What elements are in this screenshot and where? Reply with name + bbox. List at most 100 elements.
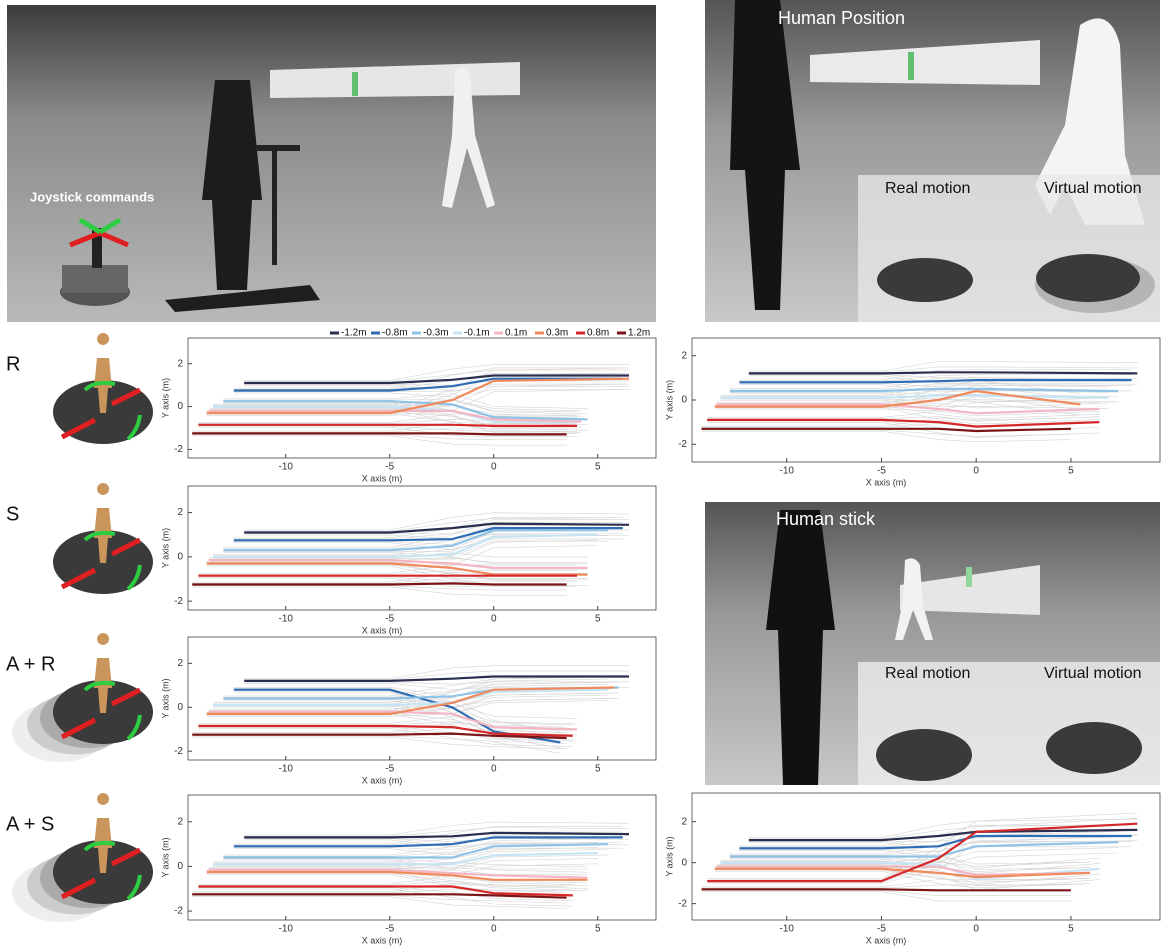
y-tick-label: 2 (177, 358, 183, 369)
x-axis-label: X axis (m) (866, 935, 907, 945)
trajectory-line (192, 893, 567, 899)
x-axis-label: X axis (m) (362, 935, 403, 945)
trajectory-line (701, 888, 1071, 892)
photo-caption: Real motion (885, 180, 970, 197)
background-trace (192, 434, 567, 441)
photo-position: Human Position Real motion Virtual motio… (705, 0, 1160, 322)
y-tick-label: 2 (681, 816, 687, 827)
legend-label: -0.1m (464, 328, 490, 339)
legend-label: 1.2m (628, 328, 650, 339)
x-tick-label: 0 (973, 924, 979, 935)
background-trace (198, 728, 573, 747)
y-axis-label: Y axis (m) (664, 380, 674, 420)
background-trace (233, 842, 623, 850)
x-tick-label: -5 (385, 462, 394, 473)
x-tick-label: 5 (595, 614, 601, 625)
trajectory-line (208, 559, 588, 569)
background-trace (244, 821, 630, 836)
background-trace (714, 401, 1081, 416)
background-trace (233, 538, 623, 551)
x-tick-label: -10 (780, 924, 795, 935)
x-tick-label: -10 (279, 924, 294, 935)
background-trace (701, 417, 1071, 427)
background-trace (739, 374, 1132, 382)
trajectory-line (206, 562, 588, 576)
trajectory-line (244, 831, 630, 839)
y-axis-label: Y axis (m) (160, 678, 170, 718)
trajectory-line (244, 522, 630, 534)
trajectory-line (244, 374, 629, 385)
trajectory-line (198, 724, 573, 737)
x-tick-label: 0 (491, 924, 497, 935)
trajectory-line (739, 379, 1132, 384)
background-trace (244, 681, 629, 685)
x-tick-label: 5 (1068, 466, 1074, 477)
legend-label: 0.1m (505, 328, 527, 339)
background-trace (729, 383, 1119, 391)
background-trace (716, 402, 1100, 409)
background-trace (233, 831, 623, 846)
background-trace (192, 577, 567, 584)
trajectory-line (198, 423, 577, 427)
background-trace (198, 413, 577, 423)
x-tick-label: -5 (385, 924, 394, 935)
background-trace (748, 818, 1138, 838)
trajectory-line (716, 403, 1100, 415)
background-trace (223, 393, 588, 409)
x-tick-label: -10 (279, 462, 294, 473)
trajectory-line (729, 387, 1119, 393)
y-tick-label: -2 (174, 746, 183, 757)
icon-figure (94, 793, 112, 873)
x-tick-label: -10 (279, 764, 294, 775)
background-trace (244, 670, 629, 680)
trajectory-line (223, 843, 609, 859)
background-trace (223, 833, 609, 856)
background-trace (701, 884, 1071, 889)
legend-label: -0.8m (382, 328, 408, 339)
background-trace (244, 827, 630, 837)
x-tick-label: 0 (491, 614, 497, 625)
background-trace (233, 690, 561, 749)
icon-arrow-red (60, 387, 142, 440)
background-trace (707, 422, 1100, 438)
background-trace (192, 888, 567, 894)
background-trace (714, 869, 1090, 883)
background-trace (192, 895, 567, 904)
x-tick-label: 0 (491, 462, 497, 473)
background-trace (233, 826, 623, 845)
background-trace (244, 665, 629, 679)
trajectory-line (233, 836, 623, 848)
background-trace (244, 512, 630, 531)
trajectory-line (714, 390, 1081, 408)
background-trace (233, 389, 623, 398)
icon-arrow-green (83, 680, 142, 741)
x-axis-label: X axis (m) (362, 625, 403, 635)
background-trace (208, 557, 588, 563)
background-trace (233, 367, 623, 389)
x-axis-label: X axis (m) (362, 775, 403, 785)
icon-arrow-green (83, 530, 142, 591)
background-trace (223, 838, 609, 857)
background-trace (707, 818, 1138, 881)
background-trace (233, 533, 623, 545)
background-trace (748, 824, 1138, 840)
background-trace (198, 576, 577, 582)
background-trace (739, 841, 1132, 853)
trajectory-line (208, 409, 582, 423)
icon-figure (94, 633, 112, 713)
trajectory-line (716, 865, 1090, 876)
icon-figure (94, 483, 112, 563)
trajectory-line (729, 841, 1119, 858)
background-trace (748, 361, 1138, 372)
background-trace (192, 896, 567, 909)
trajectory-line (714, 867, 1090, 879)
legend-label: -0.3m (423, 328, 449, 339)
background-trace (233, 383, 623, 392)
background-trace (244, 517, 630, 532)
background-trace (748, 375, 1138, 385)
background-trace (213, 841, 598, 863)
background-trace (729, 377, 1119, 389)
background-trace (244, 364, 629, 381)
background-trace (192, 735, 567, 744)
